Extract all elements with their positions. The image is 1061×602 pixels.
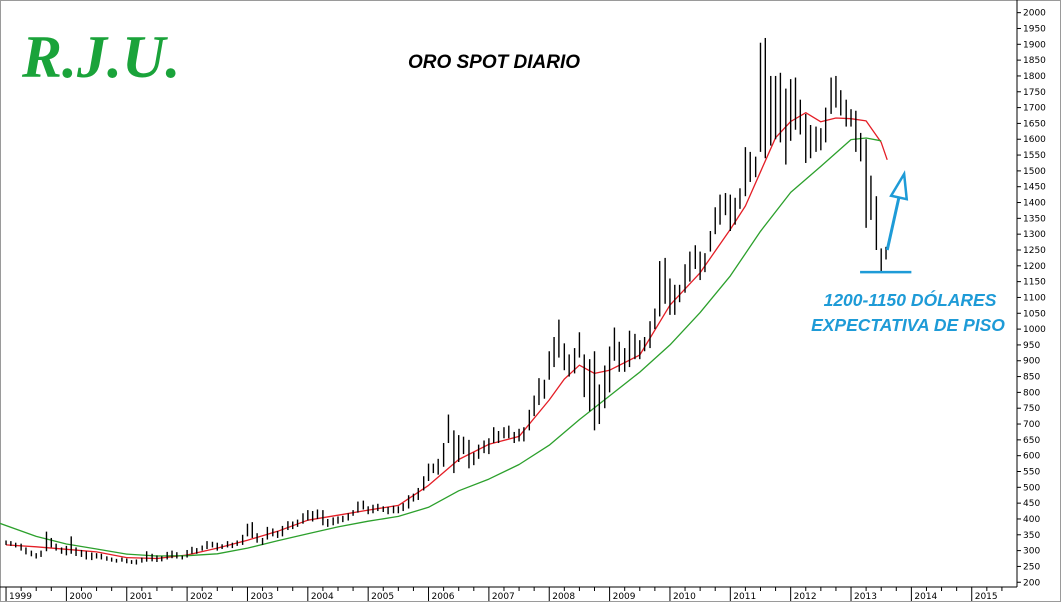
y-axis: 200 250 300 350 400 450 500 550 600 650 700 750 800 8… xyxy=(1017,9,1046,588)
x-tick-label: 2007 xyxy=(492,592,515,602)
y-tick-label: 650 xyxy=(1023,436,1040,446)
x-tick-label: 2012 xyxy=(794,592,817,602)
price-bars xyxy=(5,37,887,565)
y-tick-label: 750 xyxy=(1023,404,1040,414)
y-tick-label: 1750 xyxy=(1023,88,1046,98)
y-tick-label: 1100 xyxy=(1023,293,1046,303)
y-tick-label: 400 xyxy=(1023,515,1040,525)
y-tick-label: 300 xyxy=(1023,547,1040,557)
x-tick-label: 2001 xyxy=(130,592,153,602)
y-tick-label: 550 xyxy=(1023,467,1040,477)
y-tick-label: 800 xyxy=(1023,388,1040,398)
y-tick-label: 600 xyxy=(1023,452,1040,462)
y-tick-label: 350 xyxy=(1023,531,1040,541)
annotation-line-1: 1200-1150 DÓLARES xyxy=(824,289,997,310)
x-axis: 1999 2000 2001 2002 2003 2004 2005 2006 2007 2008… xyxy=(5,587,1003,602)
x-tick-label: 1999 xyxy=(9,592,32,602)
y-tick-label: 1600 xyxy=(1023,135,1046,145)
y-tick-label: 950 xyxy=(1023,341,1040,351)
x-tick-label: 2005 xyxy=(371,592,394,602)
chart-title: ORO SPOT DIARIO xyxy=(408,52,580,73)
y-tick-label: 1900 xyxy=(1023,40,1046,50)
x-tick-label: 2002 xyxy=(190,592,213,602)
y-tick-label: 250 xyxy=(1023,562,1040,572)
annotation-group: 1200-1150 DÓLARES EXPECTATIVA DE PISO xyxy=(811,170,1005,335)
x-tick-label: 2009 xyxy=(613,592,636,602)
annotation-line-2: EXPECTATIVA DE PISO xyxy=(811,315,1005,335)
x-tick-label: 2000 xyxy=(69,592,92,602)
y-tick-label: 1300 xyxy=(1023,230,1046,240)
x-tick-label: 2011 xyxy=(733,592,756,602)
y-tick-label: 1650 xyxy=(1023,119,1046,129)
x-tick-label: 2006 xyxy=(432,592,455,602)
y-tick-label: 700 xyxy=(1023,420,1040,430)
rju-logo: R.J.U. xyxy=(21,24,180,90)
y-tick-label: 1000 xyxy=(1023,325,1046,335)
y-tick-label: 1850 xyxy=(1023,56,1046,66)
y-tick-label: 850 xyxy=(1023,373,1040,383)
y-tick-label: 1950 xyxy=(1023,24,1046,34)
y-tick-label: 2000 xyxy=(1023,9,1046,19)
x-tick-label: 2004 xyxy=(311,592,334,602)
y-tick-label: 900 xyxy=(1023,357,1040,367)
y-tick-label: 1250 xyxy=(1023,246,1046,256)
y-tick-label: 1350 xyxy=(1023,214,1046,224)
y-tick-label: 1700 xyxy=(1023,104,1046,114)
up-arrow-icon xyxy=(885,197,901,251)
y-tick-label: 1150 xyxy=(1023,278,1046,288)
y-tick-label: 1050 xyxy=(1023,309,1046,319)
x-tick-label: 2015 xyxy=(975,592,998,602)
x-tick-label: 2014 xyxy=(914,592,937,602)
x-tick-label: 2003 xyxy=(250,592,273,602)
x-tick-label: 2013 xyxy=(854,592,877,602)
y-tick-label: 1500 xyxy=(1023,167,1046,177)
x-tick-label: 2008 xyxy=(552,592,575,602)
y-tick-label: 450 xyxy=(1023,499,1040,509)
y-tick-label: 1450 xyxy=(1023,183,1046,193)
up-arrow-head-icon xyxy=(889,170,909,201)
y-tick-label: 1800 xyxy=(1023,72,1046,82)
y-tick-label: 1200 xyxy=(1023,262,1046,272)
y-tick-label: 200 xyxy=(1023,578,1040,588)
moving-average-line xyxy=(5,112,888,560)
y-tick-label: 1400 xyxy=(1023,199,1046,209)
y-tick-label: 500 xyxy=(1023,483,1040,493)
x-tick-label: 2010 xyxy=(673,592,696,602)
y-tick-label: 1550 xyxy=(1023,151,1046,161)
